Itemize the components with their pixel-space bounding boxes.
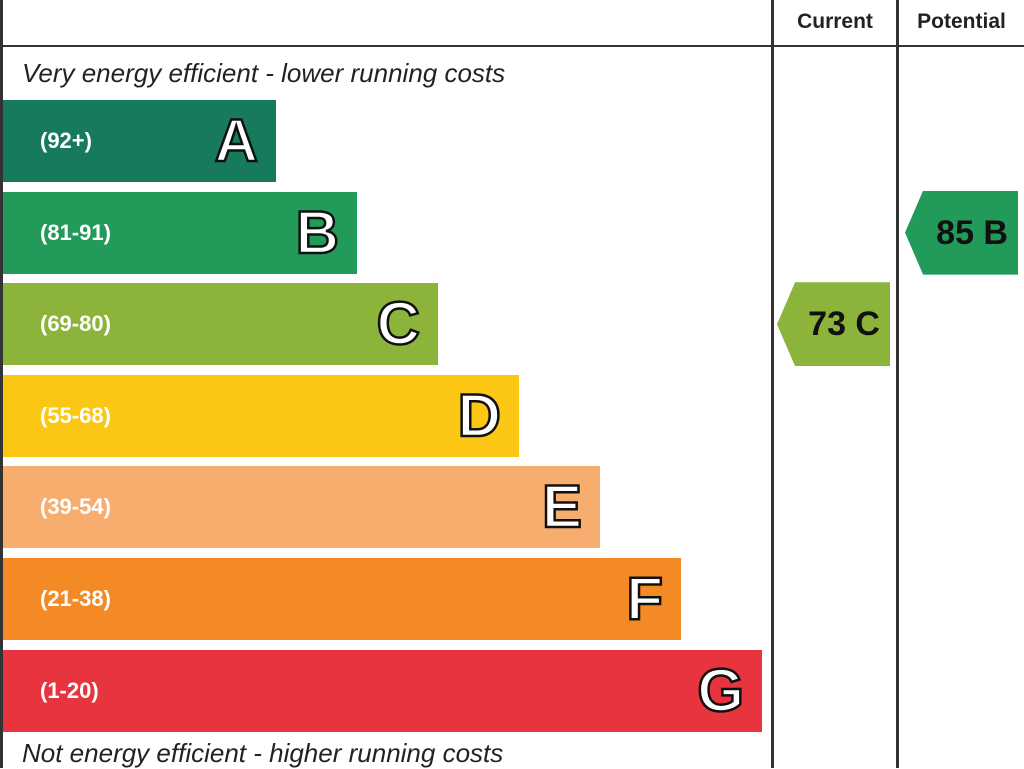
band-a: (92+) A	[3, 100, 276, 182]
band-range: (81-91)	[40, 219, 111, 245]
potential-column-header: Potential	[917, 10, 1006, 33]
band-letter: B	[294, 197, 340, 267]
band-letter: A	[213, 106, 259, 176]
band-letter: D	[456, 381, 502, 451]
band-e: (39-54) E	[3, 466, 600, 549]
band-letter: F	[625, 564, 664, 634]
potential-rating-label: 85 B	[936, 213, 1008, 252]
current-rating-label: 73 C	[808, 305, 880, 344]
band-range: (39-54)	[40, 494, 111, 520]
top-caption: Very energy efficient - lower running co…	[22, 58, 506, 88]
bottom-caption: Not energy efficient - higher running co…	[22, 738, 504, 768]
band-b: (81-91) B	[3, 191, 357, 274]
band-range: (69-80)	[40, 311, 111, 337]
left-border	[0, 0, 3, 768]
potential-column-divider	[896, 0, 899, 768]
band-range: (21-38)	[40, 586, 111, 611]
header-divider	[0, 45, 1024, 47]
band-f: (21-38) F	[3, 558, 681, 640]
band-range: (1-20)	[40, 677, 99, 703]
potential-rating-arrow: 85 B	[905, 190, 1018, 275]
current-column-header: Current	[797, 10, 873, 33]
band-range: (55-68)	[40, 402, 111, 428]
band-d: (55-68) D	[3, 374, 519, 457]
band-g: (1-20) G	[3, 649, 762, 732]
band-letter: C	[375, 289, 421, 359]
band-letter: G	[696, 655, 745, 725]
current-column-divider	[771, 0, 774, 768]
band-letter: E	[541, 472, 584, 542]
band-c: (69-80) C	[3, 283, 438, 366]
band-range: (92+)	[40, 128, 92, 153]
current-rating-arrow: 73 C	[777, 282, 890, 367]
